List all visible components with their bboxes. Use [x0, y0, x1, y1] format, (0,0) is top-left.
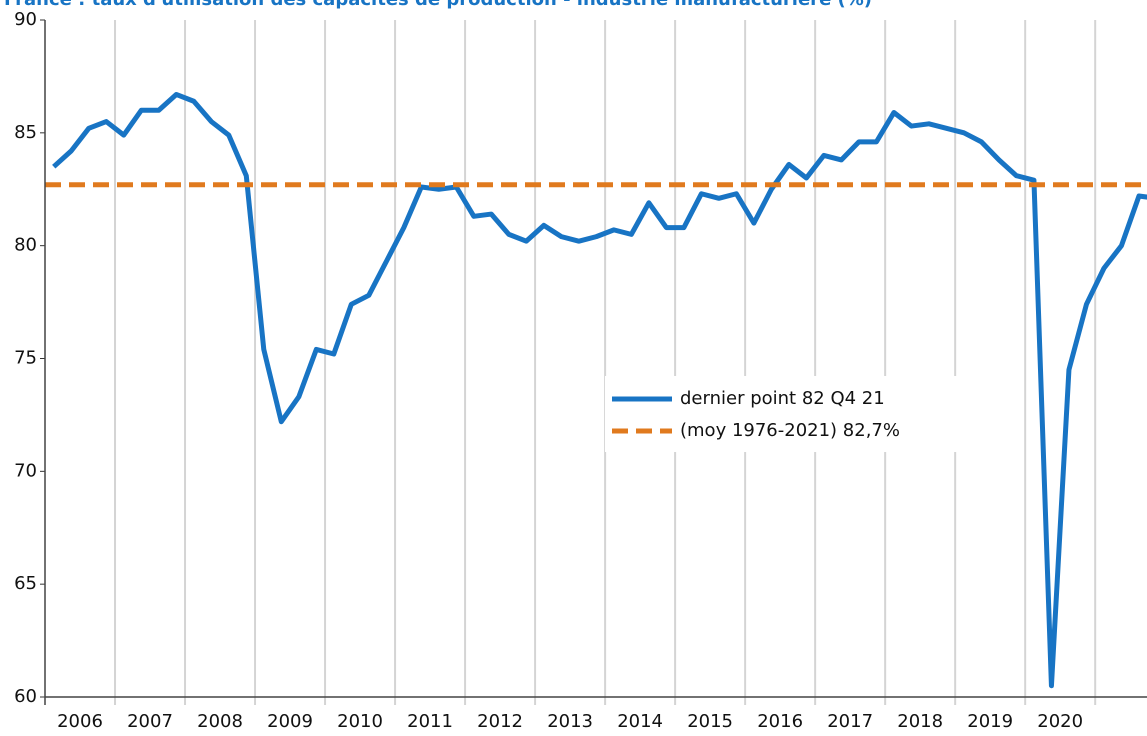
data-line [52, 91, 1147, 689]
x-tick-label: 2014 [617, 711, 663, 732]
x-tick-label: 2011 [407, 711, 453, 732]
x-tick-label: 2012 [477, 711, 523, 732]
y-tick-label: 80 [14, 235, 37, 256]
x-tick-label: 2006 [57, 711, 103, 732]
legend-label: (moy 1976-2021) 82,7% [680, 420, 900, 441]
x-tick-label: 2013 [547, 711, 593, 732]
x-tick-label: 2008 [197, 711, 243, 732]
x-tick-label: 2017 [827, 711, 873, 732]
y-tick-label: 75 [14, 348, 37, 369]
x-tick-label: 2018 [897, 711, 943, 732]
x-tick-label: 2019 [967, 711, 1013, 732]
grid [114, 20, 1097, 705]
plot-area [45, 91, 1147, 689]
y-tick-label: 90 [14, 9, 37, 30]
y-tick-label: 60 [14, 686, 37, 707]
x-tick-label: 2009 [267, 711, 313, 732]
axes: 60 65 70 75 80 85 90 2006 2007 2008 2009 2010 2011 20… [14, 9, 1147, 732]
legend: dernier point 82 Q4 21 (moy 1976-2021) 82… [605, 376, 960, 452]
chart-title: France : taux d'utilisation des capacité… [4, 0, 872, 10]
x-tick-label: 2020 [1037, 711, 1083, 732]
x-tick-label: 2010 [337, 711, 383, 732]
legend-box [605, 376, 960, 452]
legend-label: dernier point 82 Q4 21 [680, 388, 885, 409]
y-tick-label: 70 [14, 460, 37, 481]
x-tick-label: 2015 [687, 711, 733, 732]
x-tick-label: 2016 [757, 711, 803, 732]
y-tick-label: 65 [14, 573, 37, 594]
x-tick-label: 2007 [127, 711, 173, 732]
y-tick-label: 85 [14, 122, 37, 143]
